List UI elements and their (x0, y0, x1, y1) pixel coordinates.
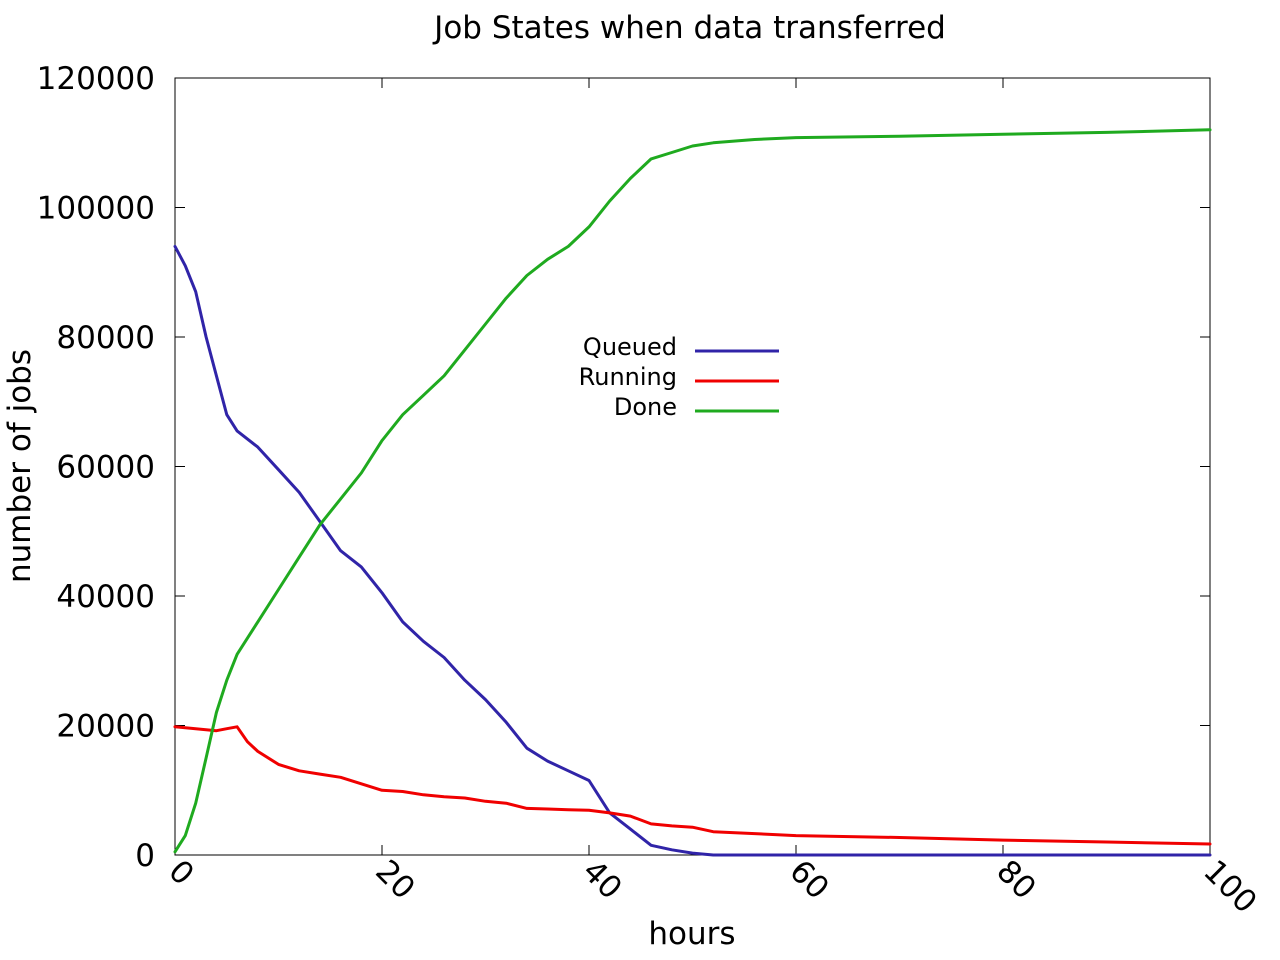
legend-label-queued: Queued (583, 333, 677, 361)
x-tick-label: 60 (782, 853, 835, 906)
x-tick-label: 80 (989, 853, 1042, 906)
legend-label-running: Running (579, 363, 677, 391)
x-tick-label: 100 (1196, 853, 1263, 920)
series-line-queued (173, 244, 1212, 857)
y-tick-label: 60000 (56, 450, 155, 486)
chart-title: Job States when data transferred (432, 10, 946, 46)
plot-frame (174, 77, 1211, 856)
x-axis-label: hours (648, 916, 735, 952)
series-line-done (173, 128, 1212, 854)
y-axis-ticks: 0 20000 40000 60000 80000 100000 120000 (37, 61, 1210, 874)
y-tick-label: 40000 (56, 579, 155, 615)
y-tick-label: 20000 (56, 709, 155, 745)
series-line-running (173, 725, 1212, 846)
legend-label-done: Done (614, 393, 677, 421)
y-axis-label: number of jobs (2, 349, 38, 583)
x-tick-label: 20 (368, 853, 421, 906)
y-tick-label: 0 (135, 838, 155, 874)
y-tick-label: 100000 (37, 191, 155, 227)
x-axis-ticks: 0 20 40 60 80 100 (161, 78, 1264, 920)
y-tick-label: 80000 (56, 320, 155, 356)
x-tick-label: 40 (575, 853, 628, 906)
series-lines (173, 128, 1212, 857)
y-tick-label: 120000 (37, 61, 155, 97)
x-tick-label: 0 (161, 853, 200, 892)
